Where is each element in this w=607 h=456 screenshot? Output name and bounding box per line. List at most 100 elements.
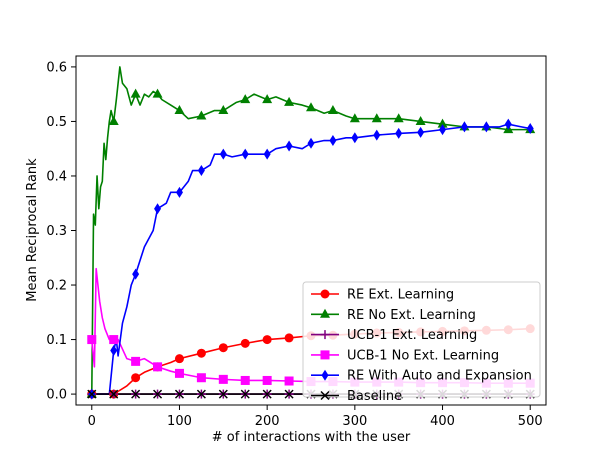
series-4-point-5	[197, 165, 205, 177]
legend-label-1: RE No Ext. Learning	[347, 308, 476, 323]
legend-label-4: RE With Auto and Expansion	[347, 369, 532, 384]
legend-marker-5	[320, 390, 330, 401]
series-5-point-3	[153, 389, 163, 399]
series-1-point-14	[393, 113, 404, 123]
y-tick-label-0: 0.0	[46, 388, 67, 403]
legend-marker-3	[320, 350, 330, 360]
legend-label-0: RE Ext. Learning	[347, 288, 454, 303]
series-4-point-8	[263, 148, 271, 160]
x-tick-label-3: 300	[342, 414, 367, 429]
series-1-point-10	[306, 102, 316, 112]
y-tick-label-6: 0.6	[46, 60, 67, 75]
series-1-point-5	[196, 110, 207, 120]
legend-marker-2	[320, 330, 330, 340]
series-5-point-0	[87, 389, 97, 399]
legend-label-3: UCB-1 No Ext. Learning	[347, 348, 499, 363]
series-3-point-1	[109, 335, 119, 345]
series-3-point-7	[240, 375, 250, 385]
legend-marker-4	[321, 369, 329, 381]
series-4-point-16	[439, 124, 447, 136]
y-tick-label-3: 0.3	[46, 224, 67, 239]
legend-marker-1	[320, 308, 330, 318]
legend-item-0: RE Ext. Learning	[311, 288, 454, 303]
series-1-point-15	[415, 115, 426, 125]
series-1-point-12	[349, 113, 360, 123]
series-4-point-12	[351, 132, 359, 144]
series-5-point-2	[131, 389, 141, 399]
x-tick-label-0: 0	[88, 414, 96, 429]
series-4-point-19	[504, 118, 512, 130]
x-axis: 0 100 200 300 400 500	[88, 405, 543, 429]
series-3-point-5	[196, 373, 206, 383]
series-0-point-4	[174, 354, 184, 364]
series-1-point-16	[437, 118, 448, 128]
x-tick-label-2: 200	[255, 414, 280, 429]
x-tick-label-5: 500	[518, 414, 543, 429]
series-4-point-10	[307, 137, 315, 149]
series-1-point-4	[174, 105, 185, 115]
series-3-point-9	[284, 376, 294, 386]
series-4-point-17	[460, 121, 468, 133]
series-4-point-3	[154, 203, 162, 215]
series-1-point-1	[108, 115, 119, 125]
y-axis-label: Mean Reciprocal Rank	[25, 158, 40, 302]
series-4-point-7	[241, 148, 249, 160]
series-3-point-4	[174, 368, 184, 378]
legend-item-3: UCB-1 No Ext. Learning	[311, 348, 499, 363]
series-0-point-8	[262, 335, 272, 345]
series-4-point-20	[526, 123, 534, 135]
x-tick-label-1: 100	[167, 414, 192, 429]
series-1-point-7	[240, 94, 251, 104]
series-3-point-0	[87, 335, 97, 345]
series-1-point-3	[152, 88, 163, 98]
x-axis-label: # of interactions with the user	[212, 430, 411, 445]
series-5-point-8	[262, 389, 272, 399]
series-1-point-11	[327, 105, 338, 115]
series-0-point-6	[218, 343, 228, 353]
legend: RE Ext. Learning RE No Ext. Learning UCB-1…	[302, 281, 541, 404]
y-tick-label-5: 0.5	[46, 115, 67, 130]
series-4-point-4	[175, 186, 183, 198]
series-3-point-2	[131, 356, 141, 366]
series-5-point-6	[218, 389, 228, 399]
legend-item-1: RE No Ext. Learning	[311, 308, 476, 323]
y-axis: 0.0 0.1 0.2 0.3 0.4 0.5 0.6	[46, 60, 76, 403]
series-5-point-4	[174, 389, 185, 399]
series-3-point-6	[218, 374, 228, 384]
legend-label-2: UCB-1 Ext. Learning	[347, 328, 477, 343]
series-1-point-13	[371, 113, 382, 123]
series-1-point-6	[218, 105, 229, 115]
y-tick-label-2: 0.2	[46, 279, 67, 294]
series-4-point-14	[395, 127, 403, 139]
series-5-point-7	[240, 389, 250, 399]
series-line-1	[90, 66, 531, 395]
series-4-point-13	[373, 129, 381, 141]
y-tick-label-4: 0.4	[46, 169, 67, 184]
series-0-point-2	[131, 373, 141, 383]
series-4-point-1	[110, 344, 118, 356]
series-4-point-2	[132, 268, 140, 280]
series-4-point-15	[417, 126, 425, 138]
series-1-point-2	[130, 88, 141, 98]
legend-item-4: RE With Auto and Expansion	[311, 369, 532, 384]
series-5-point-1	[109, 389, 119, 399]
series-4-point-18	[482, 121, 490, 133]
series-3-point-8	[262, 375, 272, 385]
y-tick-label-1: 0.1	[46, 333, 67, 348]
legend-item-2: UCB-1 Ext. Learning	[311, 328, 477, 343]
legend-marker-0	[320, 289, 330, 299]
series-1-point-8	[262, 94, 273, 104]
series-4-point-9	[285, 140, 293, 152]
legend-box	[302, 281, 541, 398]
series-5-point-9	[284, 389, 294, 399]
legend-item-5: Baseline	[311, 389, 402, 404]
legend-label-5: Baseline	[347, 389, 402, 404]
series-0-point-7	[240, 338, 250, 348]
series-1-point-9	[284, 96, 295, 106]
series-3-point-3	[153, 362, 163, 372]
series-0-point-9	[284, 333, 294, 343]
series-4-point-6	[219, 148, 227, 160]
series-0-point-5	[196, 348, 206, 358]
series-5-point-5	[196, 389, 206, 399]
